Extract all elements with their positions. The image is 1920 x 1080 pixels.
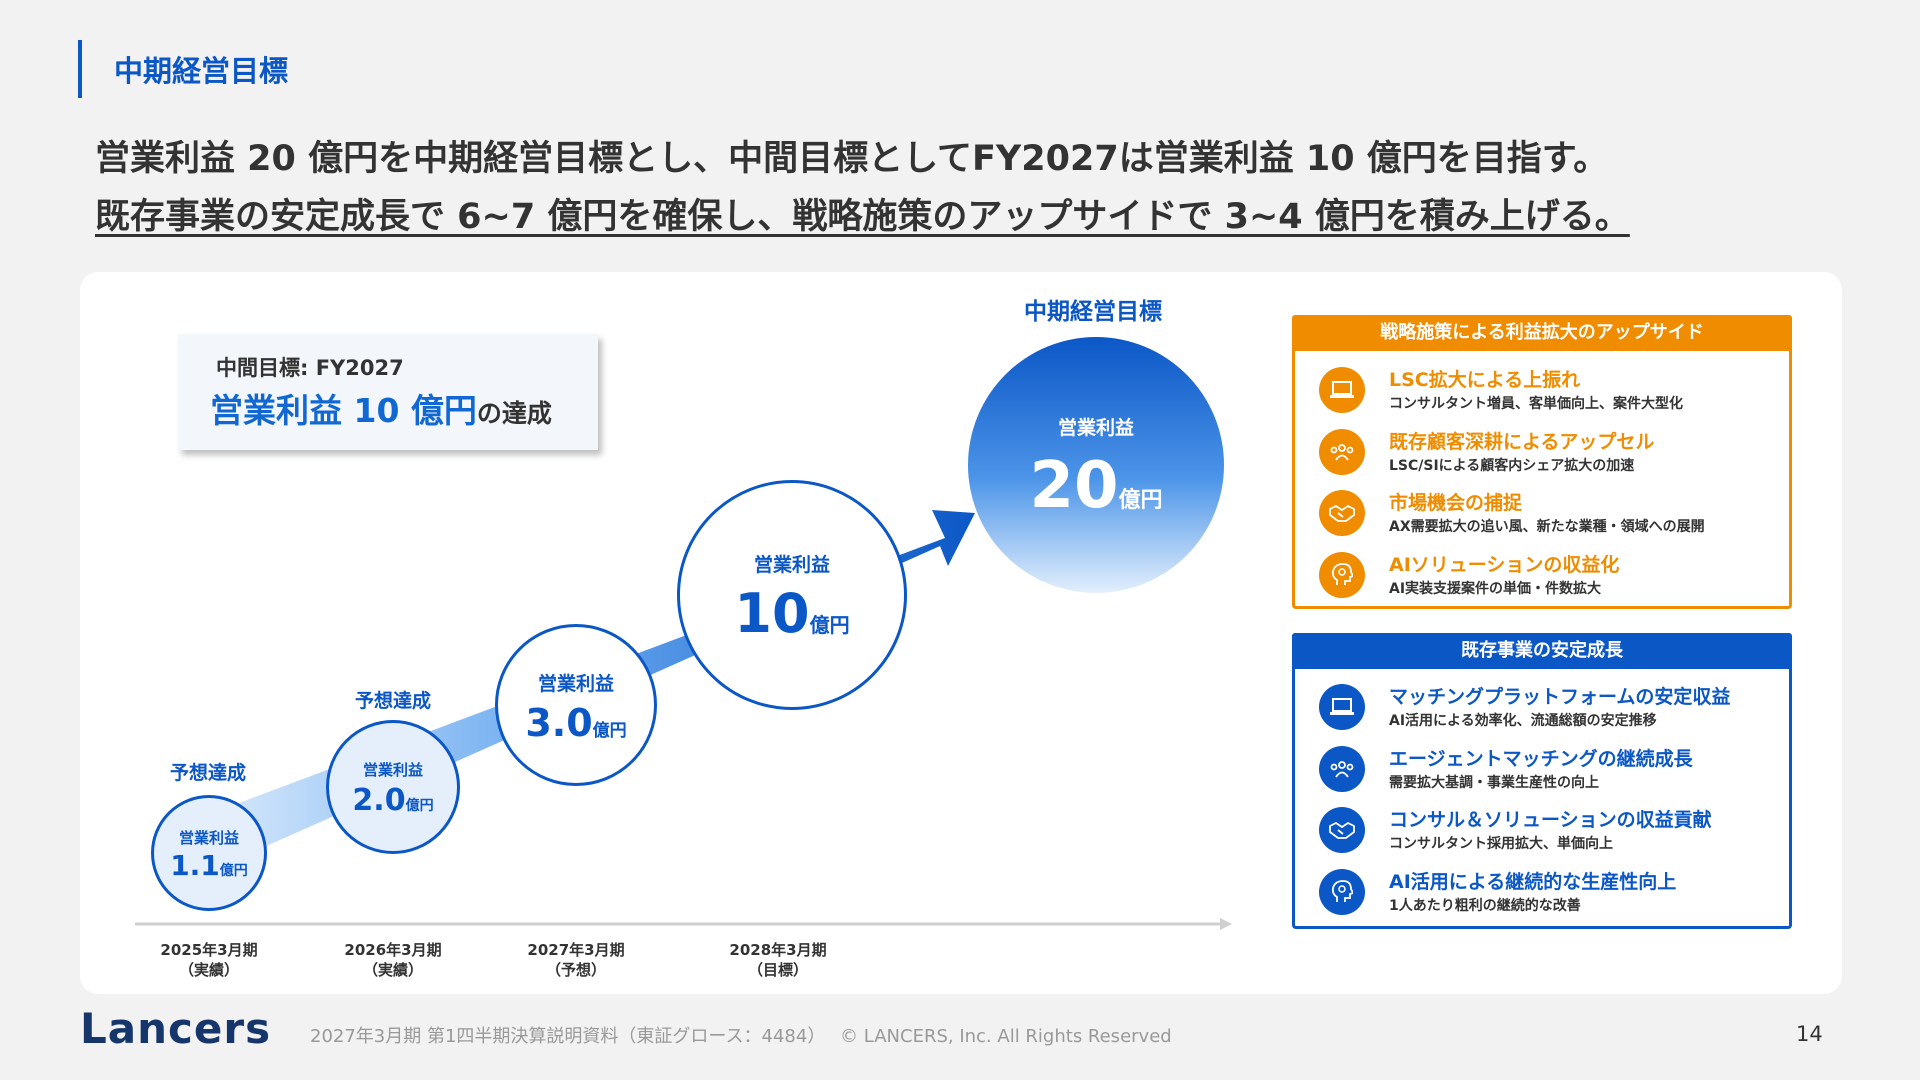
x-label-1: 2025年3月期 （実績）	[160, 941, 258, 979]
handshake-icon	[1319, 807, 1365, 853]
laptop-icon	[1319, 684, 1365, 730]
upside-item-3: 市場機会の捕捉 AX需要拡大の追い風、新たな業種・領域への展開	[1319, 488, 1779, 538]
section-title: 中期経営目標	[114, 54, 289, 88]
x-label-4: 2028年3月期 （目標）	[729, 941, 827, 979]
intermediate-target-label: 中間目標: FY2027	[216, 356, 404, 380]
x-label-3: 2027年3月期 （予想）	[527, 941, 625, 979]
step-3-circle: 営業利益 3.0億円	[495, 624, 657, 786]
upside-box: 戦略施策による利益拡大のアップサイド LSC拡大による上振れ コンサルタント増員…	[1292, 315, 1792, 609]
ai-head-icon	[1319, 552, 1365, 598]
headline-line-1: 営業利益 20 億円を中期経営目標とし、中間目標としてFY2027は営業利益 1…	[95, 139, 1609, 179]
laptop-icon	[1319, 367, 1365, 413]
step-3-unit: 億円	[592, 720, 627, 741]
intermediate-target-box: 中間目標: FY2027 営業利益 10 億円の達成	[178, 334, 598, 450]
intermediate-target-suffix: の達成	[476, 399, 552, 428]
page-number: 14	[1796, 1022, 1823, 1046]
upside-item-2: 既存顧客深耕によるアップセル LSC/SIによる顧客内シェア拡大の加速	[1319, 427, 1779, 477]
step-1-achievement-note: 予想達成	[170, 762, 247, 784]
x-axis-arrowhead	[1220, 918, 1232, 930]
stable-growth-box: 既存事業の安定成長 マッチングプラットフォームの安定収益 AI活用による効率化、…	[1292, 633, 1792, 929]
step-2-achievement-note: 予想達成	[355, 690, 432, 712]
ai-head-icon	[1319, 869, 1365, 915]
lancers-logo: Lancers	[80, 1004, 272, 1053]
upside-item-1: LSC拡大による上振れ コンサルタント増員、客単価向上、案件大型化	[1319, 365, 1779, 415]
step-3-label: 営業利益	[537, 672, 614, 695]
stable-item-2: エージェントマッチングの継続成長 需要拡大基調・事業生産性の向上	[1319, 744, 1779, 794]
handshake-icon	[1319, 490, 1365, 536]
step-2-unit: 億円	[405, 797, 434, 814]
step-2-circle: 営業利益 2.0億円	[326, 720, 460, 854]
footer-copyright: 2027年3月期 第1四半期決算説明資料（東証グロース：4484） © LANC…	[310, 1026, 1172, 1047]
intermediate-target-value: 営業利益 10 億円	[210, 391, 477, 430]
stable-item-4: AI活用による継続的な生産性向上 1人あたり粗利の継続的な改善	[1319, 867, 1779, 917]
x-label-2: 2026年3月期 （実績）	[344, 941, 442, 979]
step-3-value: 3.0	[525, 700, 593, 745]
step-5-value: 20	[1029, 448, 1119, 523]
section-accent-bar	[78, 40, 82, 98]
mid-term-target-circle: 営業利益 20億円	[968, 337, 1224, 593]
step-1-unit: 億円	[219, 862, 248, 879]
upside-box-title: 戦略施策による利益拡大のアップサイド	[1292, 315, 1792, 351]
step-1-circle: 営業利益 1.1億円	[151, 795, 267, 911]
step-1-label: 営業利益	[178, 828, 239, 847]
step-4-unit: 億円	[809, 612, 850, 637]
step-4-value: 10	[734, 581, 810, 645]
step-4-circle: 営業利益 10億円	[677, 480, 907, 710]
step-4-label: 営業利益	[753, 553, 830, 576]
mid-term-target-label: 中期経営目標	[1024, 299, 1162, 325]
people-icon	[1319, 746, 1365, 792]
stable-item-3: コンサル＆ソリューションの収益貢献 コンサルタント採用拡大、単価向上	[1319, 805, 1779, 855]
step-2-value: 2.0	[352, 782, 406, 818]
step-5-label: 営業利益	[1057, 416, 1134, 439]
step-5-unit: 億円	[1118, 487, 1163, 513]
step-2-label: 営業利益	[362, 760, 423, 779]
headline-line-2: 既存事業の安定成長で 6~7 億円を確保し、戦略施策のアップサイドで 3~4 億…	[95, 197, 1630, 237]
people-icon	[1319, 429, 1365, 475]
step-1-value: 1.1	[170, 848, 220, 882]
stable-box-title: 既存事業の安定成長	[1292, 633, 1792, 669]
headline: 営業利益 20 億円を中期経営目標とし、中間目標としてFY2027は営業利益 1…	[95, 130, 1630, 246]
upside-item-4: AIソリューションの収益化 AI実装支援案件の単価・件数拡大	[1319, 550, 1779, 600]
stable-item-1: マッチングプラットフォームの安定収益 AI活用による効率化、流通総額の安定推移	[1319, 682, 1779, 732]
